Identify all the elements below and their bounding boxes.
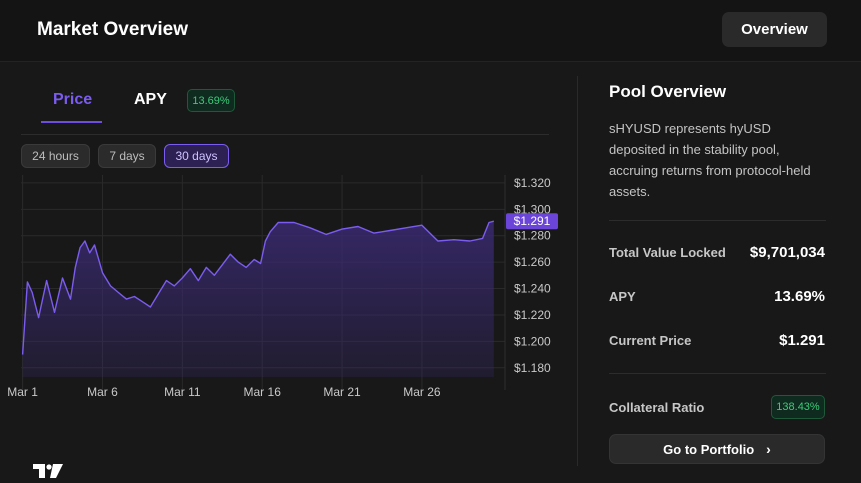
chevron-right-icon: › [766, 441, 771, 457]
price-chart[interactable]: $1.320 $1.300 $1.280 $1.260 $1.240 $1.220 $1.2… [0, 175, 560, 483]
tvl-label: Total Value Locked [609, 245, 726, 260]
pool-separator [609, 373, 826, 374]
last-price-tag [506, 213, 558, 230]
x-tick-label: Mar 26 [403, 385, 441, 399]
main-panel: Price APY 13.69% 24 hours 7 days 30 days… [0, 62, 861, 483]
last-price-label: $1.291 [514, 214, 551, 228]
price-line [21, 220, 494, 355]
y-tick-label: $1.300 [514, 202, 551, 216]
apy-value: 13.69% [774, 288, 825, 305]
x-tick-label: Mar 16 [244, 385, 282, 399]
current-price-label: Current Price [609, 333, 692, 348]
tab-price[interactable]: Price [53, 91, 93, 108]
pool-title: Pool Overview [609, 82, 727, 101]
tradingview-logo-icon [33, 464, 63, 478]
y-tick-label: $1.180 [514, 361, 551, 375]
y-tick-label: $1.200 [514, 334, 551, 348]
y-tick-label: $1.240 [514, 282, 551, 296]
collateral-ratio-label: Collateral Ratio [609, 400, 705, 415]
tab-apy[interactable]: APY [134, 91, 167, 108]
price-area [22, 221, 494, 377]
go-to-portfolio-button[interactable]: Go to Portfolio › [609, 434, 825, 464]
page-title: Market Overview [37, 19, 189, 40]
x-tick-label: Mar 21 [323, 385, 361, 399]
y-tick-label: $1.320 [514, 176, 551, 190]
y-tick-label: $1.220 [514, 308, 551, 322]
range-7d-button[interactable]: 7 days [98, 144, 156, 168]
portfolio-button-label: Go to Portfolio [663, 441, 755, 457]
y-tick-label: $1.260 [514, 255, 551, 269]
pool-separator [609, 220, 826, 221]
apy-label: APY [609, 289, 636, 304]
x-tick-label: Mar 6 [87, 385, 118, 399]
apy-badge: 13.69% [187, 89, 235, 112]
y-tick-label: $1.280 [514, 229, 551, 243]
tvl-value: $9,701,034 [749, 244, 825, 261]
active-tab-indicator [41, 121, 102, 123]
x-tick-label: Mar 11 [164, 385, 201, 399]
tabs-divider [21, 134, 549, 135]
collateral-ratio-badge: 138.43% [771, 395, 825, 419]
range-24h-button[interactable]: 24 hours [21, 144, 90, 168]
pool-description: sHYUSD represents hyUSD deposited in the… [609, 121, 811, 199]
current-price-value: $1.291 [779, 332, 825, 349]
overview-button[interactable]: Overview [722, 12, 827, 47]
panel-divider [577, 76, 578, 466]
x-tick-label: Mar 1 [7, 385, 38, 399]
range-30d-button[interactable]: 30 days [164, 144, 229, 168]
header: Market Overview Overview [0, 0, 861, 62]
